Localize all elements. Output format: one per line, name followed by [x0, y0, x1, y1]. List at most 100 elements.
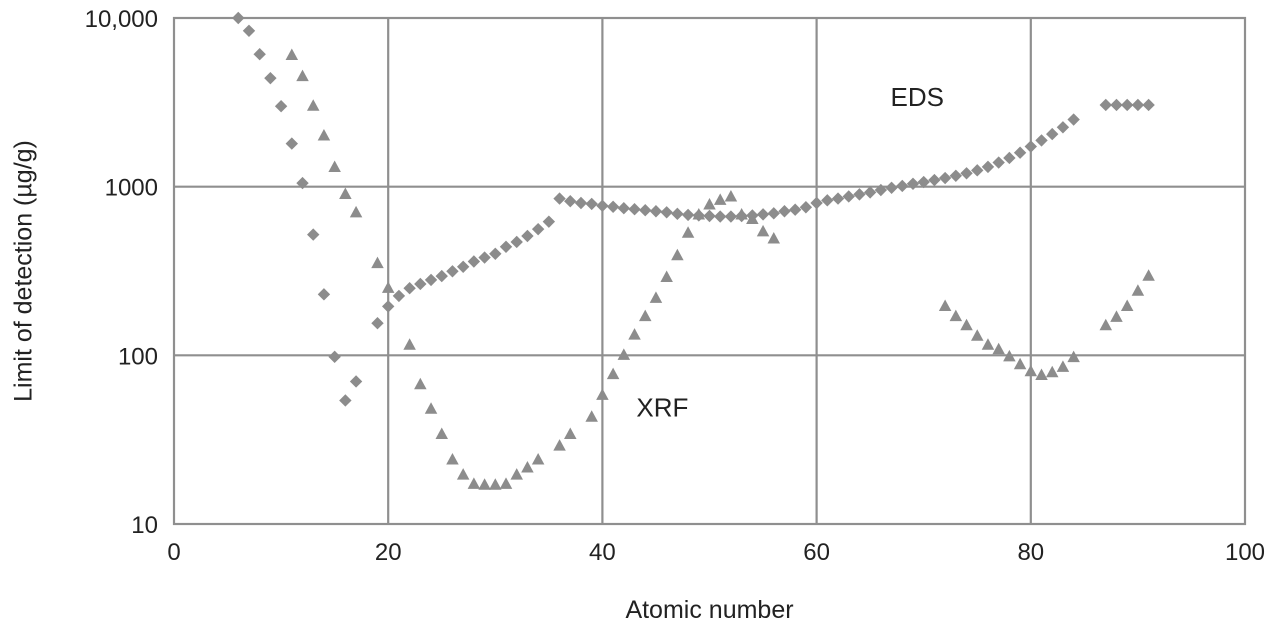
eds-diamond-marker — [756, 208, 770, 221]
eds-diamond-marker — [317, 288, 331, 301]
eds-diamond-marker — [349, 375, 363, 388]
eds-diamond-marker — [1035, 134, 1048, 147]
eds-diamond-marker — [264, 71, 277, 85]
xrf-triangle-marker — [992, 342, 1005, 355]
eds-diamond-marker — [574, 196, 588, 210]
x-tick-label: 60 — [803, 539, 830, 566]
eds-diamond-marker — [917, 175, 930, 189]
x-tick-label: 40 — [589, 539, 616, 566]
xrf-triangle-marker — [649, 291, 663, 303]
eds-diamond-marker — [1142, 98, 1155, 112]
grid-lines — [174, 18, 1245, 524]
eds-diamond-marker — [1099, 98, 1112, 112]
x-tick-label: 80 — [1017, 539, 1044, 566]
series-label: XRF — [636, 393, 688, 423]
xrf-triangle-marker — [339, 187, 352, 199]
eds-diamond-marker — [456, 260, 470, 273]
xrf-triangle-marker — [1056, 360, 1070, 372]
eds-diamond-marker — [531, 222, 545, 236]
eds-diamond-marker — [938, 171, 952, 185]
eds-diamond-marker — [981, 160, 995, 174]
x-tick-label: 100 — [1225, 539, 1265, 566]
eds-diamond-marker — [960, 167, 973, 180]
xrf-triangle-marker — [510, 468, 523, 480]
xrf-triangle-marker — [1035, 368, 1048, 381]
eds-diamond-marker — [671, 207, 684, 221]
xrf-triangle-marker — [435, 427, 448, 439]
xrf-triangle-marker — [456, 468, 470, 480]
xrf-triangle-marker — [596, 388, 609, 400]
xrf-triangle-marker — [306, 99, 320, 111]
xrf-triangle-marker — [564, 427, 577, 439]
eds-diamond-marker — [810, 196, 823, 210]
eds-diamond-marker — [296, 176, 309, 190]
eds-diamond-marker — [253, 48, 266, 61]
y-tick-label: 1000 — [105, 175, 158, 202]
eds-diamond-marker — [1024, 140, 1037, 153]
eds-diamond-marker — [714, 210, 727, 223]
eds-diamond-marker — [1067, 113, 1080, 126]
xrf-triangle-marker — [692, 208, 706, 220]
eds-diamond-marker — [510, 235, 523, 249]
xrf-triangle-marker — [381, 281, 395, 293]
eds-diamond-marker — [403, 282, 416, 295]
eds-diamond-marker — [392, 289, 406, 303]
xrf-triangle-marker — [938, 299, 952, 312]
eds-diamond-marker — [896, 179, 909, 193]
eds-diamond-marker — [1131, 98, 1145, 112]
xrf-triangle-marker — [1110, 310, 1123, 322]
xrf-triangle-marker — [756, 224, 770, 237]
xrf-triangle-marker — [403, 338, 416, 350]
eds-diamond-marker — [799, 201, 813, 214]
xrf-triangle-marker — [478, 478, 491, 490]
eds-diamond-marker — [274, 99, 288, 113]
eds-diamond-marker — [1056, 121, 1070, 134]
xrf-triangle-marker — [949, 309, 963, 322]
eds-diamond-marker — [489, 247, 502, 260]
eds-diamond-marker — [842, 190, 855, 203]
xrf-triangle-marker — [499, 477, 513, 489]
xrf-triangle-marker — [467, 477, 481, 489]
eds-diamond-marker — [863, 186, 877, 199]
xrf-triangle-marker — [553, 439, 566, 451]
xrf-triangle-marker — [660, 270, 673, 282]
xrf-triangle-marker — [296, 69, 309, 82]
xrf-triangle-marker — [703, 197, 716, 210]
eds-diamond-marker — [414, 277, 427, 291]
eds-diamond-marker — [1110, 98, 1123, 112]
xrf-triangle-marker — [617, 348, 631, 360]
xrf-triangle-marker — [724, 189, 738, 202]
eds-diamond-marker — [1120, 98, 1134, 112]
y-axis-title: Limit of detection (µg/g) — [10, 140, 38, 402]
eds-diamond-marker — [328, 350, 341, 364]
eds-diamond-marker — [542, 215, 556, 228]
eds-diamond-marker — [478, 251, 491, 264]
eds-diamond-marker — [874, 183, 888, 197]
xrf-triangle-marker — [414, 377, 427, 390]
eds-diamond-marker — [285, 137, 299, 150]
eds-diamond-marker — [703, 209, 716, 223]
eds-diamond-marker — [788, 203, 802, 216]
eds-diamond-marker — [242, 24, 256, 37]
xrf-triangle-marker — [531, 452, 545, 465]
xrf-triangle-marker — [960, 318, 973, 331]
xrf-triangle-marker — [285, 48, 299, 61]
data-markers — [232, 11, 1155, 490]
eds-diamond-marker — [681, 208, 695, 222]
eds-diamond-marker — [339, 394, 352, 407]
xrf-triangle-marker — [521, 461, 534, 473]
xrf-triangle-marker — [446, 452, 459, 465]
eds-diamond-marker — [232, 11, 245, 25]
eds-diamond-marker — [499, 240, 513, 254]
series-label: EDS — [891, 82, 944, 112]
eds-diamond-marker — [639, 204, 652, 217]
xrf-triangle-marker — [489, 478, 502, 490]
eds-diamond-marker — [971, 164, 984, 177]
xrf-triangle-marker — [1013, 357, 1027, 370]
xrf-triangle-marker — [628, 328, 641, 340]
xrf-triangle-marker — [713, 193, 727, 205]
eds-diamond-marker — [382, 300, 395, 313]
